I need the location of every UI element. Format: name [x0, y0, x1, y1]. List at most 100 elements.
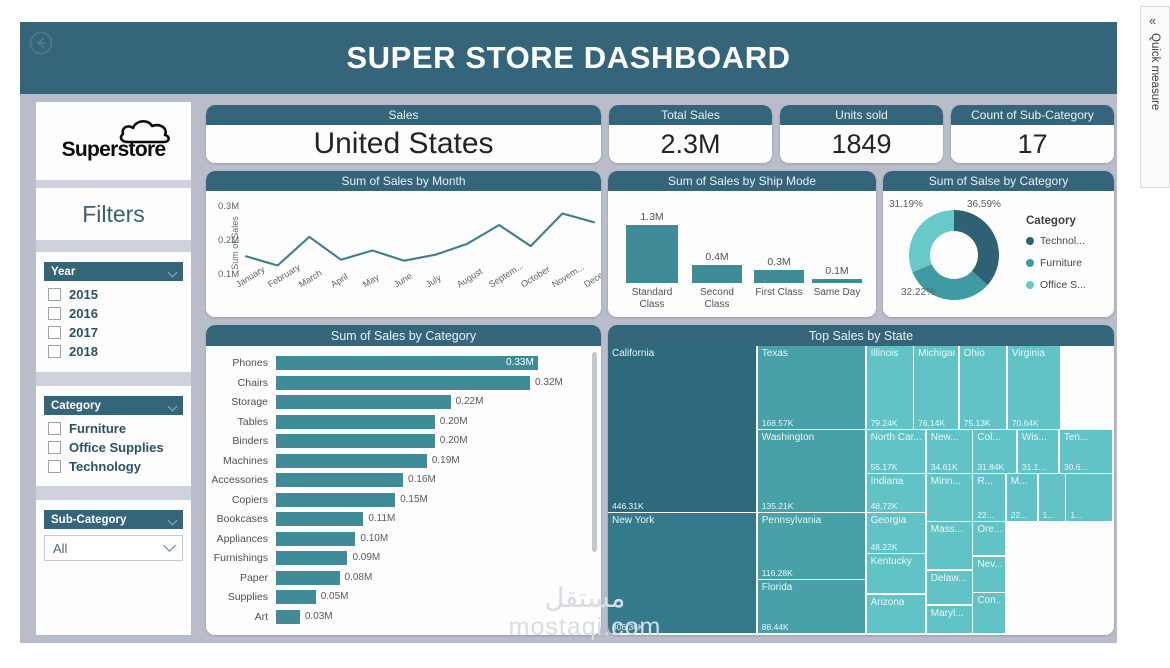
checkbox-category-furniture[interactable]: Furniture — [36, 419, 191, 438]
donut-slice[interactable] — [954, 210, 999, 285]
chart-sales-by-category-bars[interactable]: Sum of Sales by Category Phones 0.33M Chai… — [206, 325, 601, 635]
bar-row[interactable]: Furnishings 0.09M — [206, 550, 601, 566]
checkbox-year-2015[interactable]: 2015 — [36, 285, 191, 304]
treemap-tile[interactable]: New York 306.36K — [608, 513, 757, 634]
bar[interactable] — [276, 434, 435, 448]
collapse-icon[interactable]: « — [1149, 13, 1157, 28]
bar-row[interactable]: Storage 0.22M — [206, 394, 601, 410]
treemap-tile[interactable]: Indiana 48.72K — [866, 474, 926, 512]
bar[interactable] — [276, 551, 348, 565]
checkbox-icon[interactable] — [48, 326, 61, 339]
treemap-tile[interactable]: Florida 88.44K — [757, 580, 866, 634]
bar-row[interactable]: Appliances 0.10M — [206, 531, 601, 547]
checkbox-category-technology[interactable]: Technology — [36, 457, 191, 476]
legend-item[interactable]: Technol... — [1026, 235, 1085, 247]
treemap-tile[interactable]: Michigan 76.14K — [914, 346, 959, 429]
column-bar[interactable] — [692, 265, 742, 283]
treemap-tile[interactable]: Ohio 75.13K — [959, 346, 1007, 429]
treemap-tile[interactable]: New... 34.61K — [926, 430, 972, 473]
bar[interactable] — [276, 570, 340, 585]
chart-sales-by-month[interactable]: Sum of Sales by Month Sum of Sales 0.1M 0… — [206, 171, 601, 317]
treemap-tile[interactable]: Con... — [973, 593, 1006, 634]
bar-row[interactable]: Copiers 0.15M — [206, 492, 601, 508]
treemap-tile[interactable]: Pennsylvania 116.28K — [757, 513, 866, 579]
bar[interactable] — [276, 590, 316, 604]
treemap-tile[interactable]: Ore... — [973, 522, 1006, 556]
treemap-tile[interactable]: Virginia 70.64K — [1007, 346, 1060, 429]
treemap-tile[interactable]: Mass... — [926, 522, 972, 570]
slicer-year-header[interactable]: Year — [44, 262, 183, 281]
treemap-tile[interactable]: Illinois 79.24K — [866, 346, 913, 429]
card-units-sold[interactable]: Units sold 1849 — [780, 105, 943, 163]
treemap-tile[interactable]: Minn... — [926, 474, 972, 521]
treemap-tile[interactable]: Maryl... — [926, 605, 972, 634]
card-total-sales[interactable]: Total Sales 2.3M — [609, 105, 772, 163]
bar[interactable] — [276, 395, 451, 409]
treemap-tile[interactable]: Col... 31.84K — [973, 430, 1017, 473]
bar-row[interactable]: Machines 0.19M — [206, 453, 601, 469]
slicer-category-header[interactable]: Category — [44, 396, 183, 415]
treemap-tile[interactable]: R... 22... — [973, 474, 1006, 521]
treemap-tile[interactable]: Georgia 48.22K — [866, 513, 926, 553]
column-bar[interactable] — [812, 278, 862, 283]
treemap-tile[interactable]: M... 22... — [1006, 474, 1038, 521]
treemap-tile[interactable]: Washington 135.21K — [757, 430, 866, 512]
treemap-tile[interactable]: North Car... 55.17K — [866, 430, 926, 473]
chart-sales-by-ship-mode[interactable]: Sum of Sales by Ship Mode 1.3M Standard C… — [608, 171, 876, 317]
treemap-tile[interactable]: Wis... 31.1... — [1017, 430, 1059, 473]
bar-row[interactable]: Art 0.03M — [206, 609, 601, 625]
card-count-subcategory[interactable]: Count of Sub-Category 17 — [951, 105, 1114, 163]
checkbox-icon[interactable] — [48, 345, 61, 358]
checkbox-icon[interactable] — [48, 307, 61, 320]
bar[interactable] — [276, 531, 356, 546]
legend-item[interactable]: Furniture — [1026, 257, 1082, 269]
checkbox-icon[interactable] — [48, 460, 61, 473]
sub-category-dropdown[interactable]: All — [44, 535, 183, 561]
treemap-tile[interactable]: California 446.31K — [608, 346, 757, 512]
treemap-tile[interactable]: Delaw... — [926, 570, 972, 604]
checkbox-icon[interactable] — [48, 422, 61, 435]
chart-sales-by-category-donut[interactable]: Sum of Salse by Category Category Techno… — [883, 171, 1114, 317]
treemap-tile[interactable]: Kentucky — [866, 554, 926, 594]
bar[interactable] — [276, 453, 427, 468]
checkbox-icon[interactable] — [48, 288, 61, 301]
checkbox-year-2017[interactable]: 2017 — [36, 323, 191, 342]
bar-row[interactable]: Bookcases 0.11M — [206, 511, 601, 527]
bar[interactable] — [276, 473, 404, 487]
scrollbar[interactable] — [592, 352, 597, 552]
treemap-tile[interactable]: Nev... — [973, 556, 1006, 592]
bar-row[interactable]: Paper 0.08M — [206, 570, 601, 586]
bar-row[interactable]: Tables 0.20M — [206, 414, 601, 430]
treemap-tile[interactable]: 1... — [1038, 474, 1065, 521]
bar[interactable] — [276, 609, 300, 624]
chart-top-sales-by-state[interactable]: Top Sales by State California 446.31K New … — [608, 325, 1114, 635]
bar[interactable] — [276, 375, 531, 390]
bar[interactable] — [276, 356, 538, 370]
bar[interactable] — [276, 492, 396, 507]
checkbox-label: Technology — [69, 459, 141, 474]
bar-row[interactable]: Binders 0.20M — [206, 433, 601, 449]
bar-row[interactable]: Chairs 0.32M — [206, 375, 601, 391]
treemap-tile[interactable]: Texas 168.57K — [757, 346, 866, 429]
quick-measure-panel[interactable]: « Quick measure — [1140, 6, 1170, 188]
treemap-tile[interactable]: 1... — [1066, 474, 1113, 521]
treemap-tile[interactable]: Arizona — [866, 594, 926, 634]
checkbox-icon[interactable] — [48, 441, 61, 454]
legend-item[interactable]: Office S... — [1026, 279, 1086, 291]
bar-row[interactable]: Accessories 0.16M — [206, 472, 601, 488]
bar-row[interactable]: Phones 0.33M — [206, 355, 601, 371]
treemap-tile[interactable]: Ten... 30.6... — [1059, 430, 1113, 473]
donut-slice[interactable] — [912, 264, 988, 300]
card-sales[interactable]: Sales United States — [206, 105, 601, 163]
column-bar[interactable] — [754, 269, 804, 283]
back-arrow-icon[interactable] — [28, 30, 54, 56]
column-bar[interactable] — [626, 225, 678, 283]
checkbox-category-office-supplies[interactable]: Office Supplies — [36, 438, 191, 457]
donut-slice[interactable] — [909, 210, 954, 273]
checkbox-year-2016[interactable]: 2016 — [36, 304, 191, 323]
bar[interactable] — [276, 414, 435, 429]
checkbox-year-2018[interactable]: 2018 — [36, 342, 191, 361]
bar[interactable] — [276, 512, 364, 526]
slicer-sub-category-header[interactable]: Sub-Category — [44, 510, 183, 529]
bar-row[interactable]: Supplies 0.05M — [206, 589, 601, 605]
